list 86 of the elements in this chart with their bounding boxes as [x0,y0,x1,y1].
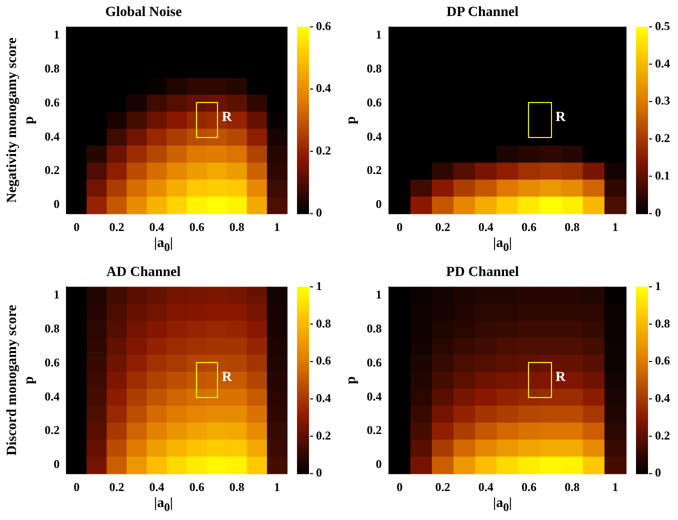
y-tick-label: 0.4 [366,129,382,144]
x-tick-label: 0.2 [109,480,124,494]
x-tick-label: 0 [74,480,80,494]
y-axis-title: Discord monogamy score p [5,304,37,456]
y-tick-label: 0.2 [366,163,382,178]
x-tick-label: 0.4 [478,480,494,494]
x-axis-title: |a$_{0}$| [492,236,513,254]
x-tick-label: 1 [612,480,618,494]
annotation: R [556,110,567,125]
color-bar-label: 0 [316,206,322,220]
y-tick-label: 0.6 [44,355,60,370]
x-tick-label: 1 [274,220,280,234]
x-tick-label: 0.8 [229,480,244,494]
x-axis-title: |a$_{0}$| [492,496,513,514]
chart-title: AD Channel [106,265,181,280]
x-tick-label: 0.6 [521,220,536,234]
color-bar-label: 0.4 [655,390,670,405]
y-tick-label: 0 [54,197,60,212]
x-tick-label: 0.6 [189,220,204,234]
color-bar-label: 1 [316,278,322,293]
y-tick-label: 0.8 [44,61,60,76]
annotation: R [556,370,567,385]
color-bar-label: 0.4 [316,390,331,405]
y-tick-label: 0.8 [44,321,60,336]
y-tick-label: 0.4 [44,389,60,404]
x-tick-label: 0.4 [149,220,164,234]
annotation: R [222,110,233,125]
x-tick-label: 0.8 [229,220,244,234]
y-tick-label: 0.6 [366,95,382,110]
color-bar-label: 0.4 [655,56,670,70]
color-bar-label: 0.8 [655,316,670,330]
y-tick-label: 0.6 [44,95,60,110]
x-tick-label: 0.2 [435,480,450,494]
y-tick-label: 0.4 [366,389,382,404]
x-tick-label: 1 [274,480,280,494]
x-tick-label: 0.4 [149,480,164,494]
y-tick-label: 1 [54,27,60,42]
x-tick-label: 0.6 [189,480,204,494]
color-bar-label: 0 [655,466,661,480]
chart-title: DP Channel [446,5,519,20]
color-bar-label: 0.8 [316,316,331,330]
x-axis-title: |a$_{0}$| [152,496,174,514]
x-axis-title: |a$_{0}$| [152,236,174,254]
color-bar-label: 0.6 [655,354,670,368]
color-bar-label: 0 [655,206,661,220]
x-tick-label: 0 [396,220,403,234]
color-bar-label: 0.6 [316,18,331,33]
y-tick-label: 0.6 [366,355,382,370]
y-tick-label: 0 [376,457,382,472]
y-axis-title: Negativity monogamy score p [5,38,37,203]
y-axis-title: p [344,116,360,124]
x-tick-label: 0.8 [564,480,580,494]
y-tick-label: 1 [54,287,60,302]
y-tick-label: 0.2 [44,163,60,178]
color-bar-label: 0.1 [655,168,670,182]
x-tick-label: 1 [612,220,618,234]
color-bar-label: 0 [316,466,322,480]
color-bar-label: 0.2 [316,143,331,158]
y-tick-label: 0.2 [366,423,382,438]
color-bar-label: 0.6 [316,354,331,368]
color-bar-label: 0.2 [655,428,670,442]
chart-title: Global Noise [105,5,182,20]
y-axis-title: p [344,376,360,384]
x-tick-label: 0.4 [478,220,494,234]
color-bar-label: 0.2 [655,130,670,145]
color-bar-label: 0.2 [316,428,331,442]
color-bar-label: 0.3 [655,94,670,108]
chart-title: PD Channel [446,265,519,280]
y-tick-label: 0.8 [366,61,382,76]
y-tick-label: 0 [376,197,382,212]
color-bar-label: 1 [655,278,661,293]
y-tick-label: 0.2 [44,423,60,438]
x-tick-label: 0.2 [435,220,450,234]
y-tick-label: 0.4 [44,129,60,144]
y-tick-label: 0 [54,457,60,472]
color-bar-label: 0.5 [655,18,670,33]
annotation: R [222,370,233,385]
y-tick-label: 0.8 [366,321,382,336]
x-tick-label: 0 [396,480,403,494]
x-tick-label: 0.2 [109,220,124,234]
y-tick-label: 1 [376,287,382,302]
y-tick-label: 1 [376,27,382,42]
x-tick-label: 0.6 [521,480,536,494]
color-bar-label: 0.4 [316,81,331,96]
x-tick-label: 0 [74,220,80,234]
x-tick-label: 0.8 [564,220,580,234]
